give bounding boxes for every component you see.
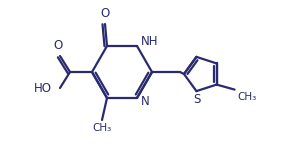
Text: O: O: [54, 39, 63, 52]
Text: S: S: [193, 93, 200, 106]
Text: O: O: [100, 7, 110, 20]
Text: NH: NH: [141, 34, 158, 48]
Text: CH₃: CH₃: [238, 92, 257, 102]
Text: N: N: [141, 96, 150, 108]
Text: HO: HO: [34, 81, 52, 94]
Text: CH₃: CH₃: [92, 123, 112, 133]
